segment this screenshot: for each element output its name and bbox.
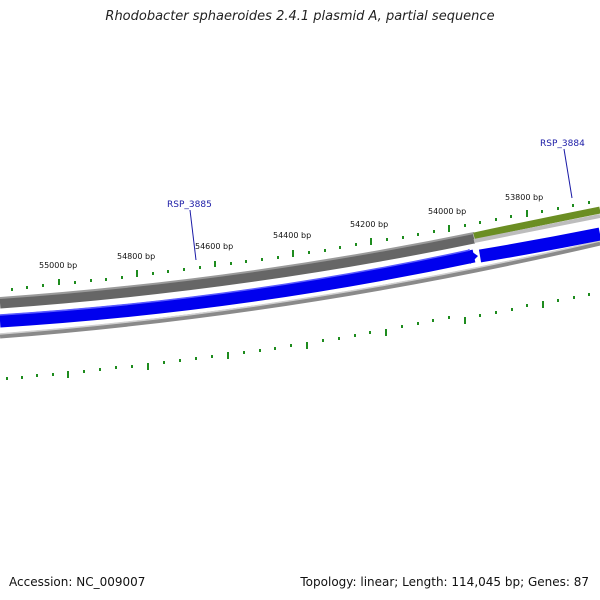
gene-feature-underlay	[473, 214, 600, 243]
tick-label-54600: 54600 bp	[195, 242, 233, 251]
backbone-track	[0, 232, 476, 309]
cds-band-left	[0, 249, 476, 328]
gene-label-rsp3884[interactable]: RSP_3884	[540, 139, 585, 149]
cds-band-highlight	[0, 249, 471, 316]
tick-label-53800: 53800 bp	[505, 193, 543, 202]
lower-tick-row	[6, 293, 590, 380]
tick-label-54800: 54800 bp	[117, 252, 155, 261]
cds-band-right	[478, 227, 600, 263]
tick-label-54000: 54000 bp	[428, 207, 466, 216]
tick-label-54400: 54400 bp	[273, 231, 311, 240]
accession-text: Accession: NC_009007	[9, 575, 146, 589]
tick-label-54200: 54200 bp	[350, 220, 388, 229]
outer-track-lower	[0, 240, 600, 339]
gene-label-rsp3885[interactable]: RSP_3885	[167, 200, 212, 210]
upper-tick-row	[11, 201, 590, 291]
leader-line-rsp3885	[189, 209, 197, 261]
tick-label-55000: 55000 bp	[39, 261, 77, 270]
leader-line-rsp3884	[563, 148, 573, 199]
gene-feature-rsp3884[interactable]	[473, 206, 600, 240]
backbone-highlight	[0, 232, 475, 299]
topology-summary: Topology: linear; Length: 114,045 bp; Ge…	[300, 575, 589, 589]
outer-track-lower-highlight	[0, 240, 600, 335]
page-title: Rhodobacter sphaeroides 2.4.1 plasmid A,…	[105, 9, 495, 24]
cds-arrow-head	[468, 249, 478, 264]
